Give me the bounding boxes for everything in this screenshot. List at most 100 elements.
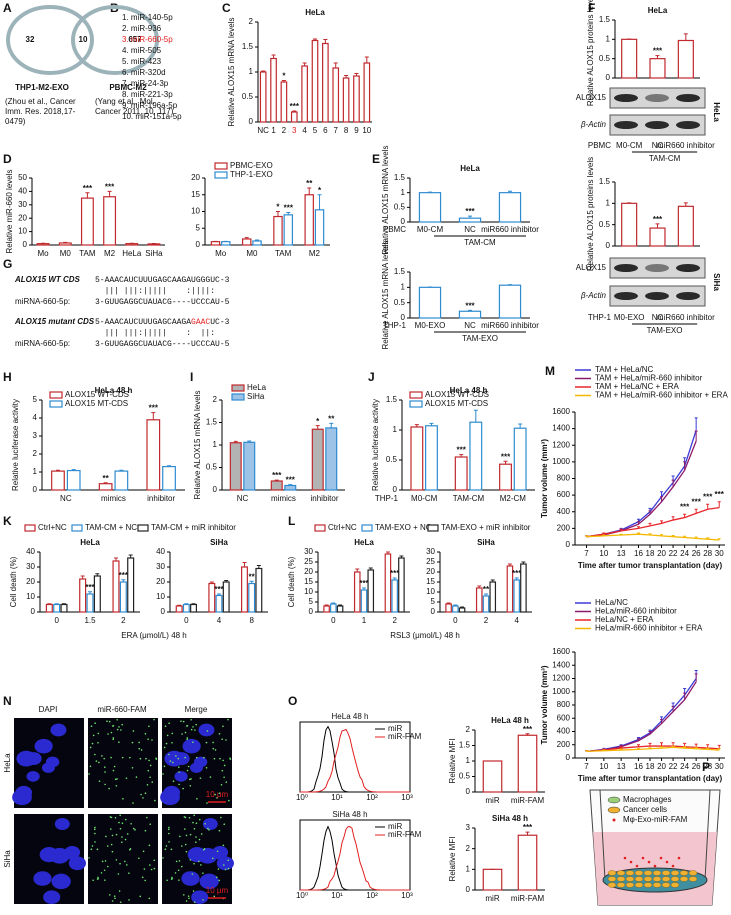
fam-dot bbox=[113, 765, 116, 768]
fam-dot bbox=[148, 759, 150, 762]
y-tick-label: 200 bbox=[557, 523, 571, 532]
y-tick-label: 30 bbox=[426, 547, 435, 556]
significance: *** bbox=[523, 725, 533, 734]
y-tick-label: 0.5 bbox=[599, 54, 611, 63]
fam-dot bbox=[149, 776, 151, 779]
histogram-tick: 10⁰ bbox=[296, 793, 308, 802]
fam-dot bbox=[97, 732, 100, 735]
fam-dot bbox=[126, 833, 129, 835]
fam-dot bbox=[187, 895, 190, 897]
x-tick-label: 2 bbox=[484, 616, 489, 625]
x-tick-label: 16 bbox=[634, 549, 643, 558]
x-tick-label: M0-CM bbox=[417, 225, 444, 234]
fam-dot bbox=[114, 778, 117, 781]
fam-dot bbox=[192, 821, 194, 824]
series-line bbox=[586, 745, 720, 753]
bar bbox=[283, 214, 294, 246]
legend-swatch bbox=[71, 524, 83, 532]
y-tick-label: 2 bbox=[33, 449, 38, 458]
fam-dot bbox=[104, 771, 106, 773]
x-tick-label: 22 bbox=[669, 762, 678, 771]
y-axis-label: Relative luciferase activity bbox=[371, 399, 380, 491]
histogram-tick: 10¹ bbox=[331, 793, 343, 802]
fam-dot bbox=[94, 722, 96, 724]
y-tick-label: 15 bbox=[304, 577, 313, 586]
x-tick-label: inhibitor bbox=[147, 494, 175, 503]
y-axis-label: Tumor volume (mm³) bbox=[540, 439, 549, 518]
x-tick-label: 5 bbox=[313, 126, 318, 135]
panel-label: H bbox=[3, 370, 12, 384]
fam-dot bbox=[168, 753, 170, 756]
fam-dot bbox=[172, 780, 175, 783]
fam-dot bbox=[111, 850, 114, 853]
nucleus bbox=[26, 771, 40, 782]
legend-label: TAM + HeLa/NC + ERA bbox=[595, 382, 680, 391]
error-bar bbox=[518, 423, 523, 429]
y-tick-label: 1200 bbox=[552, 440, 570, 449]
fam-dot bbox=[180, 720, 182, 722]
nucleus bbox=[202, 818, 218, 831]
fam-dot bbox=[192, 741, 194, 744]
panel-label: K bbox=[3, 514, 12, 528]
fam-dot bbox=[103, 869, 106, 872]
error-bar bbox=[503, 460, 508, 465]
y-tick-label: 1000 bbox=[552, 457, 570, 466]
error-bar bbox=[217, 593, 221, 596]
mirna-item: 7. miR-24-3p bbox=[122, 79, 169, 88]
y-tick-label: 5 bbox=[431, 597, 436, 606]
panel-label: G bbox=[3, 257, 12, 271]
fam-dot bbox=[119, 901, 122, 903]
significance: *** bbox=[105, 183, 115, 192]
fam-dot bbox=[97, 741, 99, 744]
x-axis-label: Time after tumor transplantation (day) bbox=[578, 774, 723, 783]
sequence: 5-AAACAUCUUUGAGCAAGAGAACUC-3 bbox=[95, 318, 230, 327]
bar bbox=[445, 603, 452, 613]
fam-dot bbox=[178, 766, 180, 768]
y-tick-label: 0 bbox=[431, 607, 436, 616]
y-tick-label: 5 bbox=[309, 597, 314, 606]
x-tick-label: 18 bbox=[646, 549, 655, 558]
panel-label: C bbox=[222, 1, 231, 15]
legend-label: HeLa/NC + ERA bbox=[595, 615, 654, 624]
legend-label: HeLa/NC bbox=[595, 598, 628, 607]
bar bbox=[125, 243, 139, 246]
chart-title: HeLa bbox=[305, 8, 325, 17]
y-tick-label: 2 bbox=[213, 395, 218, 404]
x-tick-label: miR660 inhibitor bbox=[481, 321, 539, 330]
error-bar bbox=[95, 573, 100, 576]
fam-dot bbox=[166, 734, 169, 737]
y-tick-label: 15 bbox=[191, 190, 200, 199]
fam-dot bbox=[100, 872, 103, 874]
cell bbox=[652, 876, 662, 882]
fam-dot bbox=[214, 793, 216, 796]
significance: *** bbox=[214, 585, 224, 594]
fam-dot bbox=[162, 773, 164, 775]
y-tick-label: 2 bbox=[249, 17, 254, 26]
error-bar bbox=[317, 194, 322, 210]
x-tick-label: M0-EXO bbox=[614, 313, 645, 322]
fam-dot bbox=[121, 756, 124, 759]
error-bar bbox=[525, 733, 530, 736]
y-tick-label: 20 bbox=[304, 567, 313, 576]
fam-dot bbox=[223, 776, 225, 779]
y-tick-label: 30 bbox=[156, 562, 165, 571]
x-tick-label: Mo bbox=[215, 249, 227, 258]
venn-count: 657 bbox=[128, 35, 142, 44]
nucleus bbox=[45, 756, 60, 768]
chart-title: SiHa 48 h bbox=[492, 814, 528, 823]
y-axis-label: Relative ALOX15 mRNA levels bbox=[381, 146, 390, 255]
fam-dot bbox=[189, 859, 192, 861]
error-bar bbox=[302, 62, 307, 66]
diagram-label: Mφ-Exo-miR-FAM bbox=[623, 815, 688, 824]
blot-band bbox=[614, 94, 638, 102]
legend-swatch bbox=[137, 524, 149, 532]
bar bbox=[410, 426, 424, 491]
fam-dot bbox=[119, 814, 121, 817]
cell bbox=[634, 870, 644, 876]
fam-dot bbox=[184, 756, 186, 759]
bar bbox=[175, 605, 183, 613]
fam-dot bbox=[229, 758, 232, 760]
error-bar bbox=[315, 425, 320, 430]
x-tick-label: NC bbox=[464, 225, 476, 234]
blot-band bbox=[676, 264, 700, 272]
